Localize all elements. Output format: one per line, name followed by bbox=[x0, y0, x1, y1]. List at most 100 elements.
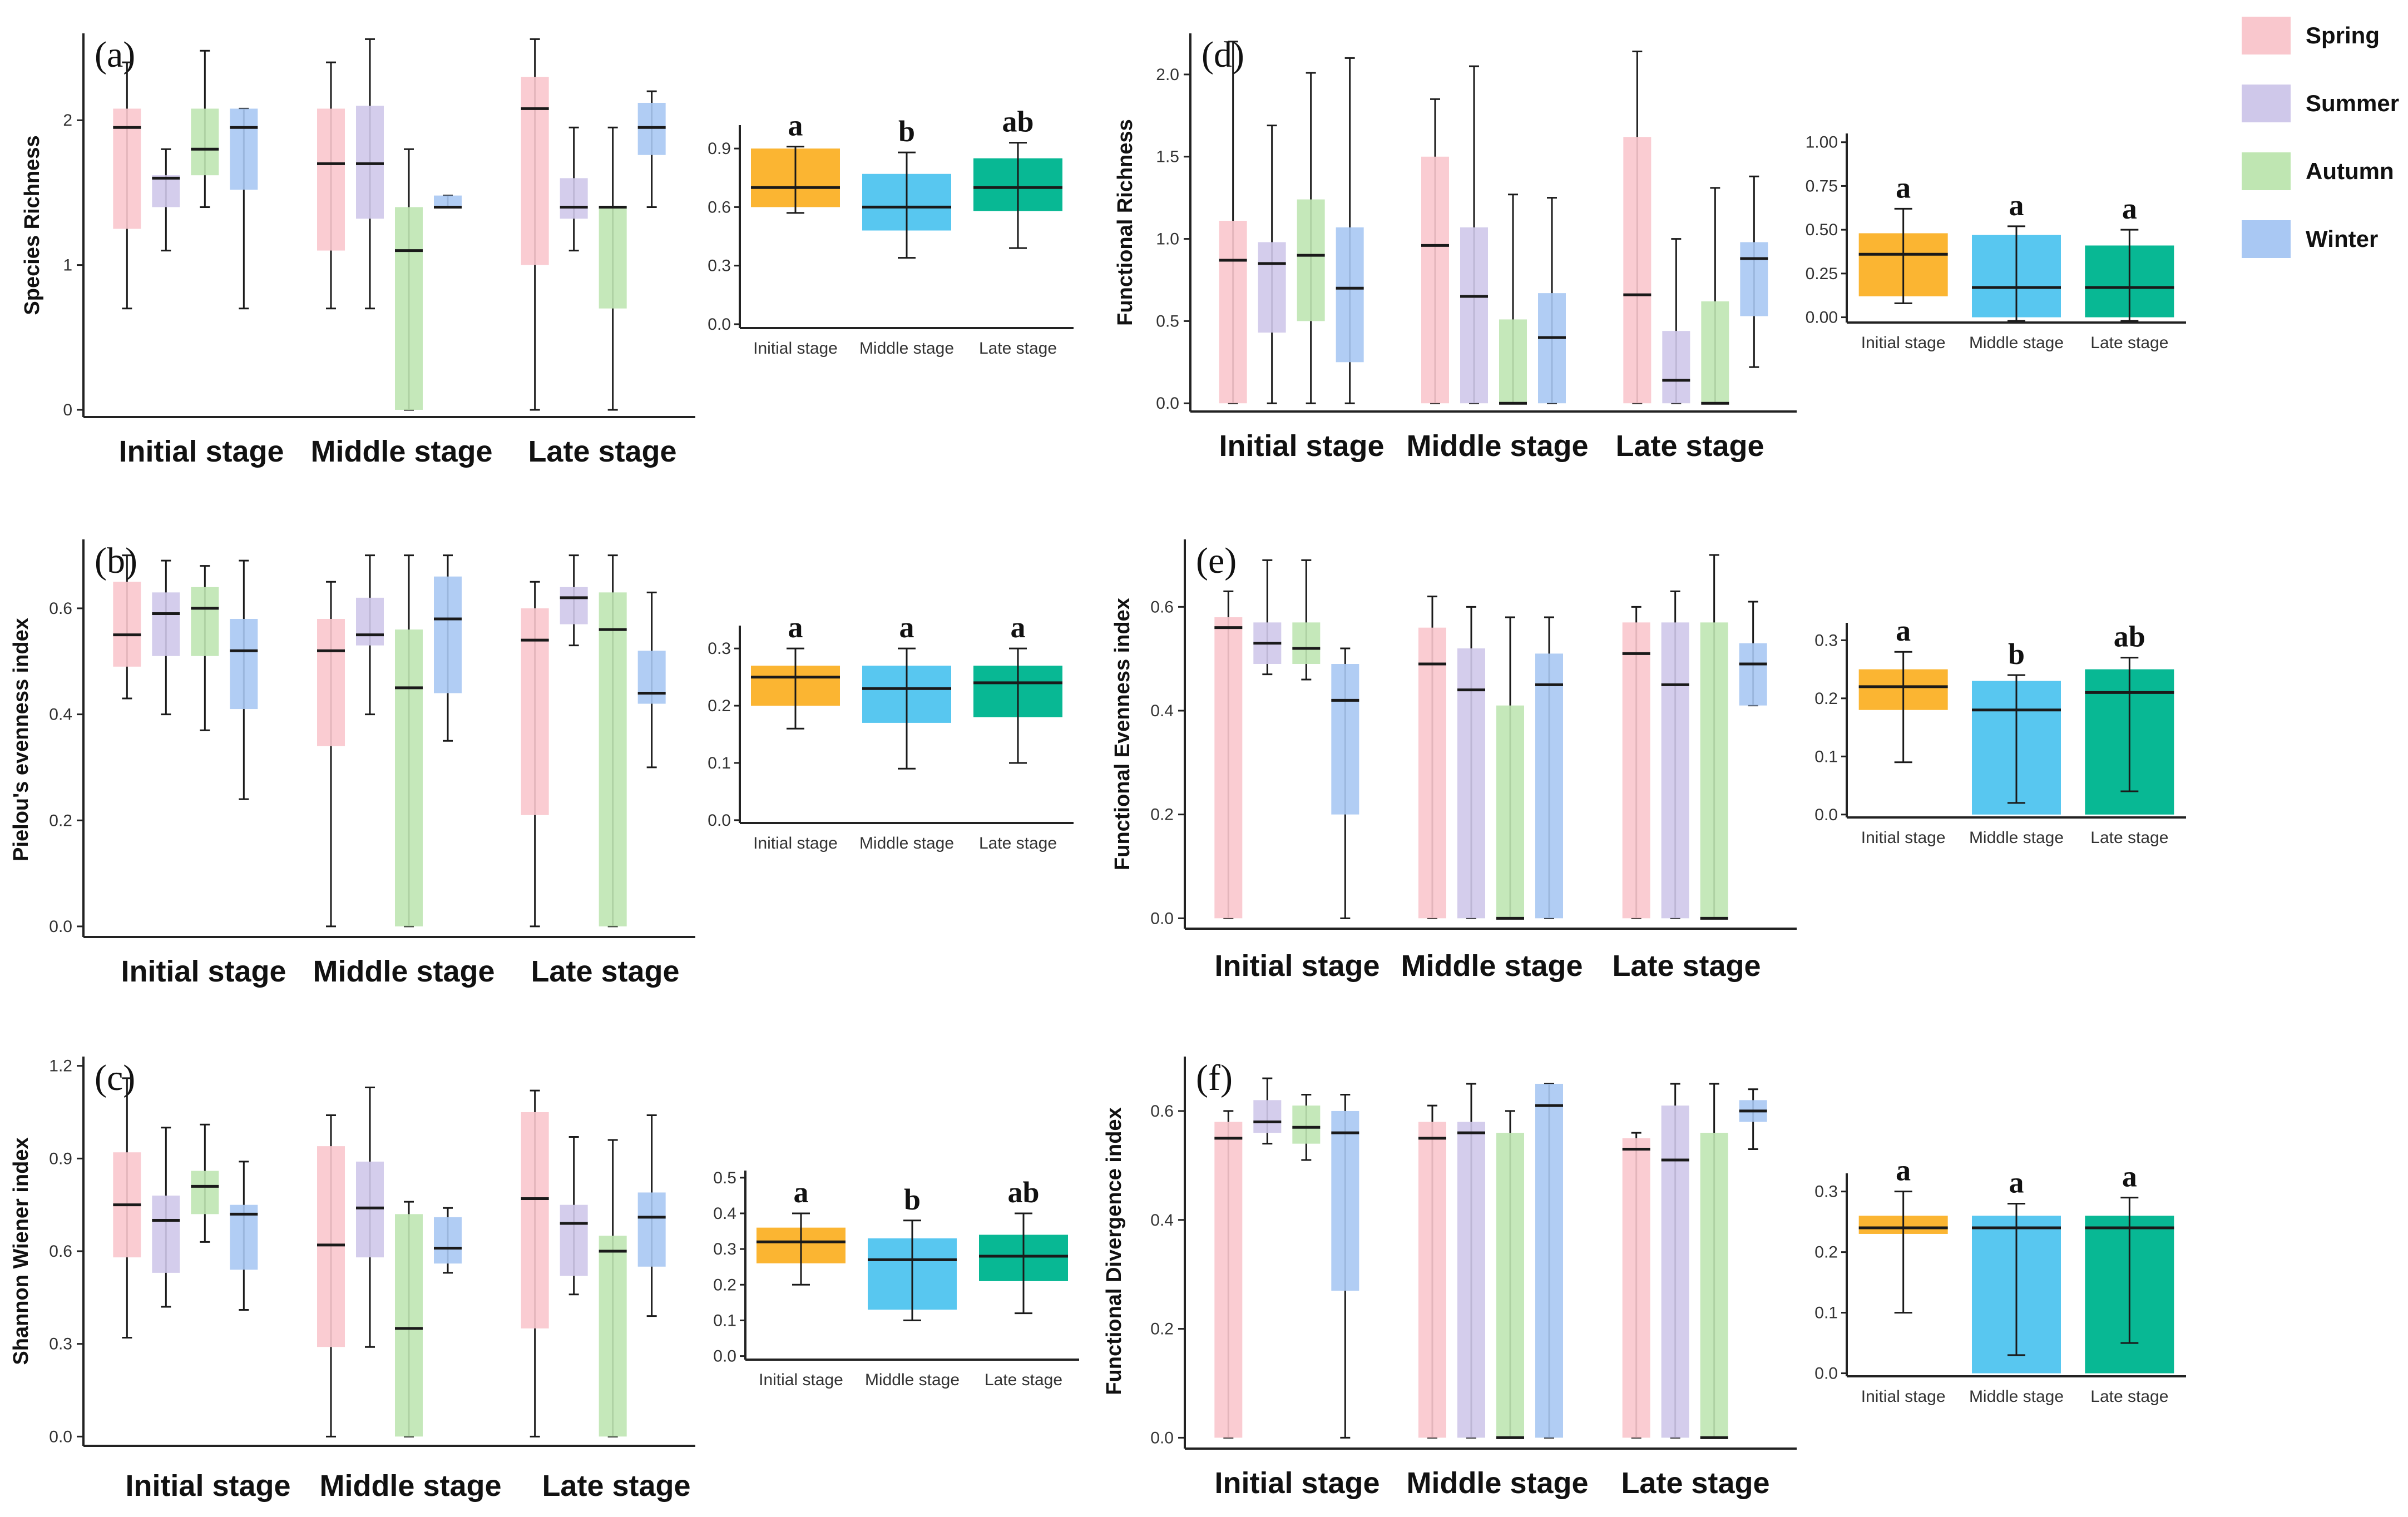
box-summer bbox=[152, 559, 180, 716]
box-body bbox=[1292, 622, 1321, 664]
y-tick-label: 0.0 bbox=[49, 918, 72, 936]
box-autumn bbox=[1701, 187, 1729, 405]
inset-x-category-label: Initial stage bbox=[753, 339, 838, 358]
box-body bbox=[1331, 1111, 1359, 1291]
inset-y-tick-label: 0.2 bbox=[713, 1276, 736, 1294]
box-spring bbox=[317, 581, 345, 928]
y-tick-label: 0.4 bbox=[1150, 702, 1174, 720]
box-body bbox=[1535, 653, 1563, 919]
inset-y-tick-label: 0.1 bbox=[708, 754, 731, 772]
box-body bbox=[395, 629, 423, 926]
x-category-label: Late stage bbox=[528, 435, 676, 468]
y-tick-label: 0.0 bbox=[1150, 909, 1174, 928]
box-body bbox=[1701, 301, 1729, 404]
box-body bbox=[521, 77, 549, 265]
box-body bbox=[1700, 1133, 1728, 1438]
inset-chart: 0.0 0.3 0.6 0.9 a Initial stage b Middle stage a… bbox=[708, 105, 1074, 358]
box-summer bbox=[1253, 1077, 1282, 1145]
inset-y-tick-label: 0.1 bbox=[1814, 747, 1838, 766]
box-body bbox=[317, 619, 345, 746]
box-body bbox=[152, 175, 180, 207]
significance-letter: a bbox=[1896, 171, 1911, 204]
box-autumn bbox=[395, 554, 423, 928]
box-winter bbox=[637, 1114, 666, 1317]
box-autumn bbox=[599, 1139, 627, 1437]
inset-x-category-label: Late stage bbox=[2090, 829, 2168, 847]
inset-x-category-label: Initial stage bbox=[759, 1371, 843, 1389]
y-axis-label: Shannon Wiener index bbox=[9, 1137, 33, 1365]
legend-swatch bbox=[2242, 17, 2291, 54]
box-body bbox=[1336, 227, 1364, 363]
box-winter bbox=[1538, 197, 1566, 404]
inset-y-tick-label: 0.0 bbox=[708, 315, 731, 334]
x-category-label: Middle stage bbox=[1401, 949, 1583, 983]
inset-y-tick-label: 0.0 bbox=[708, 811, 731, 830]
inset-y-tick-label: 0.00 bbox=[1806, 309, 1838, 327]
inset-y-tick-label: 0.3 bbox=[708, 639, 731, 658]
box-body bbox=[1661, 1105, 1689, 1438]
inset-x-category-label: Initial stage bbox=[1861, 334, 1946, 352]
box-spring bbox=[113, 61, 141, 310]
y-tick-label: 0.4 bbox=[49, 706, 72, 724]
box-body bbox=[1535, 1083, 1563, 1438]
box-body bbox=[637, 1192, 666, 1267]
legend-item-spring: Spring bbox=[2242, 17, 2380, 54]
box-body bbox=[434, 1217, 462, 1264]
inset-y-tick-label: 0.75 bbox=[1806, 177, 1838, 195]
box-summer bbox=[152, 148, 180, 252]
box-summer bbox=[1457, 606, 1485, 919]
x-category-label: Middle stage bbox=[1406, 1466, 1588, 1500]
box-body bbox=[113, 582, 141, 667]
inset-y-tick-label: 0.0 bbox=[713, 1347, 736, 1366]
box-winter bbox=[1535, 616, 1563, 919]
panel-letter: (f) bbox=[1196, 1058, 1233, 1098]
inset-x-category-label: Late stage bbox=[985, 1371, 1062, 1389]
box-winter bbox=[1535, 1083, 1563, 1439]
significance-letter: b bbox=[904, 1183, 921, 1216]
legend-item-summer: Summer bbox=[2242, 85, 2399, 122]
inset-x-category-label: Late stage bbox=[979, 834, 1057, 852]
box-summer bbox=[1661, 1083, 1689, 1439]
x-category-label: Middle stage bbox=[1406, 429, 1588, 463]
box-body bbox=[1499, 319, 1527, 404]
inset-y-tick-label: 0.5 bbox=[713, 1169, 736, 1187]
significance-letter: a bbox=[788, 109, 803, 142]
box-summer bbox=[356, 554, 384, 716]
box-body bbox=[1331, 664, 1359, 815]
box-autumn bbox=[1499, 194, 1527, 405]
inset-chart: 0.0 0.1 0.2 0.3 a Initial stage a Middle stage a… bbox=[708, 611, 1074, 852]
y-tick-label: 1.0 bbox=[1156, 230, 1179, 249]
box-body bbox=[560, 1204, 588, 1276]
significance-letter: ab bbox=[2114, 620, 2145, 653]
y-tick-label: 0.2 bbox=[49, 811, 72, 830]
box-spring bbox=[113, 554, 141, 700]
box-spring bbox=[1219, 41, 1247, 404]
x-category-label: Middle stage bbox=[319, 1469, 501, 1503]
inset-x-category-label: Middle stage bbox=[1969, 1387, 2064, 1406]
inset-y-tick-label: 0.3 bbox=[1814, 1183, 1838, 1201]
y-tick-label: 0.2 bbox=[1150, 806, 1174, 824]
box-autumn bbox=[395, 1201, 423, 1437]
y-tick-label: 0.2 bbox=[1150, 1320, 1174, 1338]
inset-x-category-label: Middle stage bbox=[865, 1371, 960, 1389]
x-category-label: Middle stage bbox=[313, 955, 495, 988]
box-body bbox=[1661, 622, 1689, 919]
y-tick-label: 2.0 bbox=[1156, 66, 1179, 84]
box-winter bbox=[434, 195, 462, 209]
box-body bbox=[1740, 242, 1768, 316]
x-category-label: Initial stage bbox=[1214, 949, 1379, 983]
box-autumn bbox=[1292, 1094, 1321, 1161]
box-summer bbox=[1258, 125, 1286, 404]
inset-y-tick-label: 0.0 bbox=[1814, 1365, 1838, 1383]
y-tick-label: 0 bbox=[63, 401, 72, 419]
box-winter bbox=[230, 559, 258, 800]
box-summer bbox=[1662, 238, 1690, 404]
box-spring bbox=[317, 61, 345, 310]
box-summer bbox=[152, 1127, 180, 1308]
box-winter bbox=[434, 1207, 462, 1274]
y-tick-label: 0.6 bbox=[1150, 1102, 1174, 1121]
x-category-label: Initial stage bbox=[1219, 429, 1384, 463]
significance-letter: b bbox=[898, 115, 915, 148]
significance-letter: a bbox=[899, 611, 914, 644]
